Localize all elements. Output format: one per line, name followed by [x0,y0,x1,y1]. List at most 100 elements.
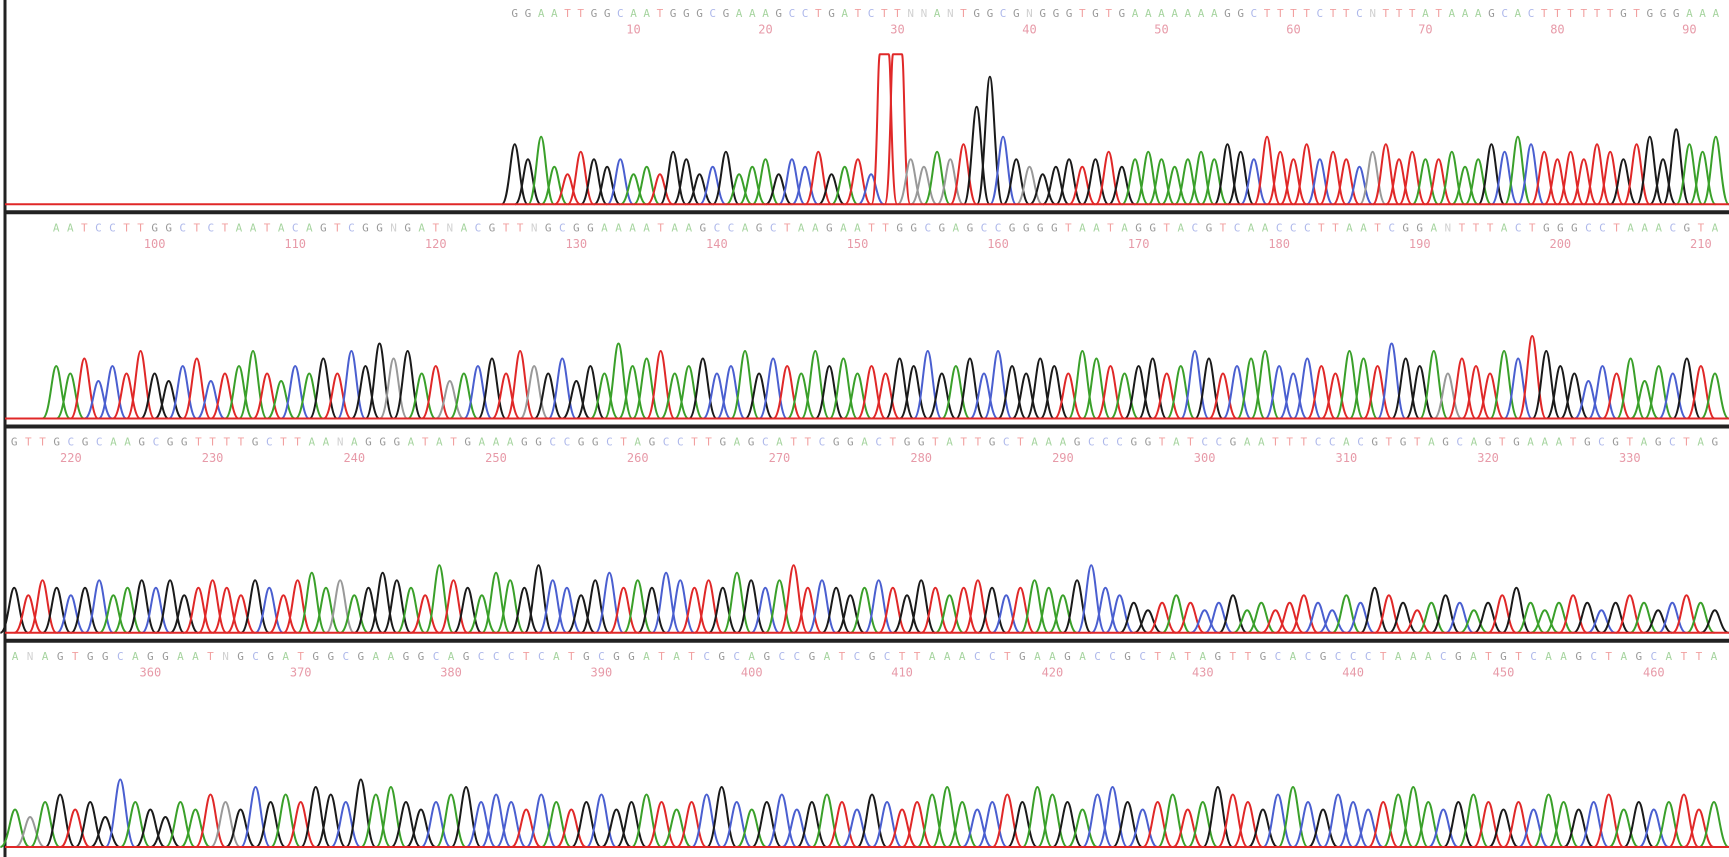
base-call: T [1343,7,1350,20]
position-label: 420 [1042,665,1064,679]
position-label: 30 [890,23,904,37]
position-label: 220 [60,451,82,465]
base-call: C [153,436,160,449]
base-call: G [670,7,677,20]
base-call: C [981,221,988,234]
base-call: A [1712,7,1719,20]
base-call: T [975,436,982,449]
base-call: N [947,7,954,20]
base-call: G [723,7,730,20]
base-call: T [207,650,214,663]
base-call: A [323,436,330,449]
base-call: G [1620,7,1627,20]
base-call: T [1633,7,1640,20]
base-call: C [1651,650,1658,663]
position-label: 290 [1052,451,1074,465]
base-call: T [450,436,457,449]
base-call: C [677,436,684,449]
base-call: T [1435,7,1442,20]
base-call: G [312,650,319,663]
base-call: A [448,650,455,663]
base-call: A [643,7,650,20]
base-call: A [1132,7,1139,20]
base-call: A [1627,221,1634,234]
base-call: C [1139,650,1146,663]
position-label: 370 [290,665,312,679]
base-call: A [734,436,741,449]
base-call: T [1303,7,1310,20]
base-call: A [1049,650,1056,663]
base-call: A [1034,650,1041,663]
base-call: T [1079,7,1086,20]
base-call: C [1234,221,1241,234]
base-call: N [921,7,928,20]
base-call: C [433,650,440,663]
base-call: A [944,650,951,663]
base-call: A [1686,7,1693,20]
base-call: G [1485,436,1492,449]
base-call: G [82,436,89,449]
base-call: C [1251,7,1258,20]
base-call: C [559,221,566,234]
base-call: G [756,221,763,234]
base-call: C [1669,436,1676,449]
base-call: A [1462,7,1469,20]
base-call: C [1003,436,1010,449]
position-label: 230 [202,451,224,465]
position-label: 260 [627,451,649,465]
base-call: G [869,650,876,663]
base-call: N [27,650,34,663]
base-call: G [327,650,334,663]
base-call: G [967,221,974,234]
base-call: C [342,650,349,663]
base-call: G [1543,221,1550,234]
base-call: C [1350,650,1357,663]
base-call: G [1064,650,1071,663]
base-call: C [802,7,809,20]
base-call: T [137,221,144,234]
base-call: C [819,436,826,449]
base-call: A [748,650,755,663]
base-call: A [643,650,650,663]
base-call: G [1023,221,1030,234]
base-call: G [828,7,835,20]
base-call: T [264,221,271,234]
position-label: 60 [1286,23,1300,37]
base-call: G [1260,650,1267,663]
base-call: C [1456,436,1463,449]
base-call: A [776,436,783,449]
base-call: G [1037,221,1044,234]
base-call: T [1290,7,1297,20]
base-call: A [861,436,868,449]
base-call: G [1371,436,1378,449]
base-call: G [1066,7,1073,20]
base-call: T [899,650,906,663]
base-call: A [192,650,199,663]
base-call: G [1320,650,1327,663]
base-call: G [1224,7,1231,20]
base-call: A [1169,650,1176,663]
base-call: A [840,221,847,234]
base-call: N [1445,221,1452,234]
base-call: T [523,650,530,663]
base-call: T [839,650,846,663]
base-call: T [39,436,46,449]
base-call: T [1414,436,1421,449]
base-call: G [545,221,552,234]
base-call: A [306,221,313,234]
base-call: A [1360,221,1367,234]
base-call: T [815,7,822,20]
base-call: C [762,436,769,449]
position-label: 40 [1022,23,1036,37]
base-call: T [1459,221,1466,234]
base-call: C [884,650,891,663]
base-call: N [1369,7,1376,20]
base-call: G [463,650,470,663]
base-call: C [1669,221,1676,234]
base-call: G [1655,436,1662,449]
base-call: C [1590,650,1597,663]
base-call: G [1119,7,1126,20]
base-call: T [81,221,88,234]
base-call: C [1365,650,1372,663]
base-call: A [479,436,486,449]
